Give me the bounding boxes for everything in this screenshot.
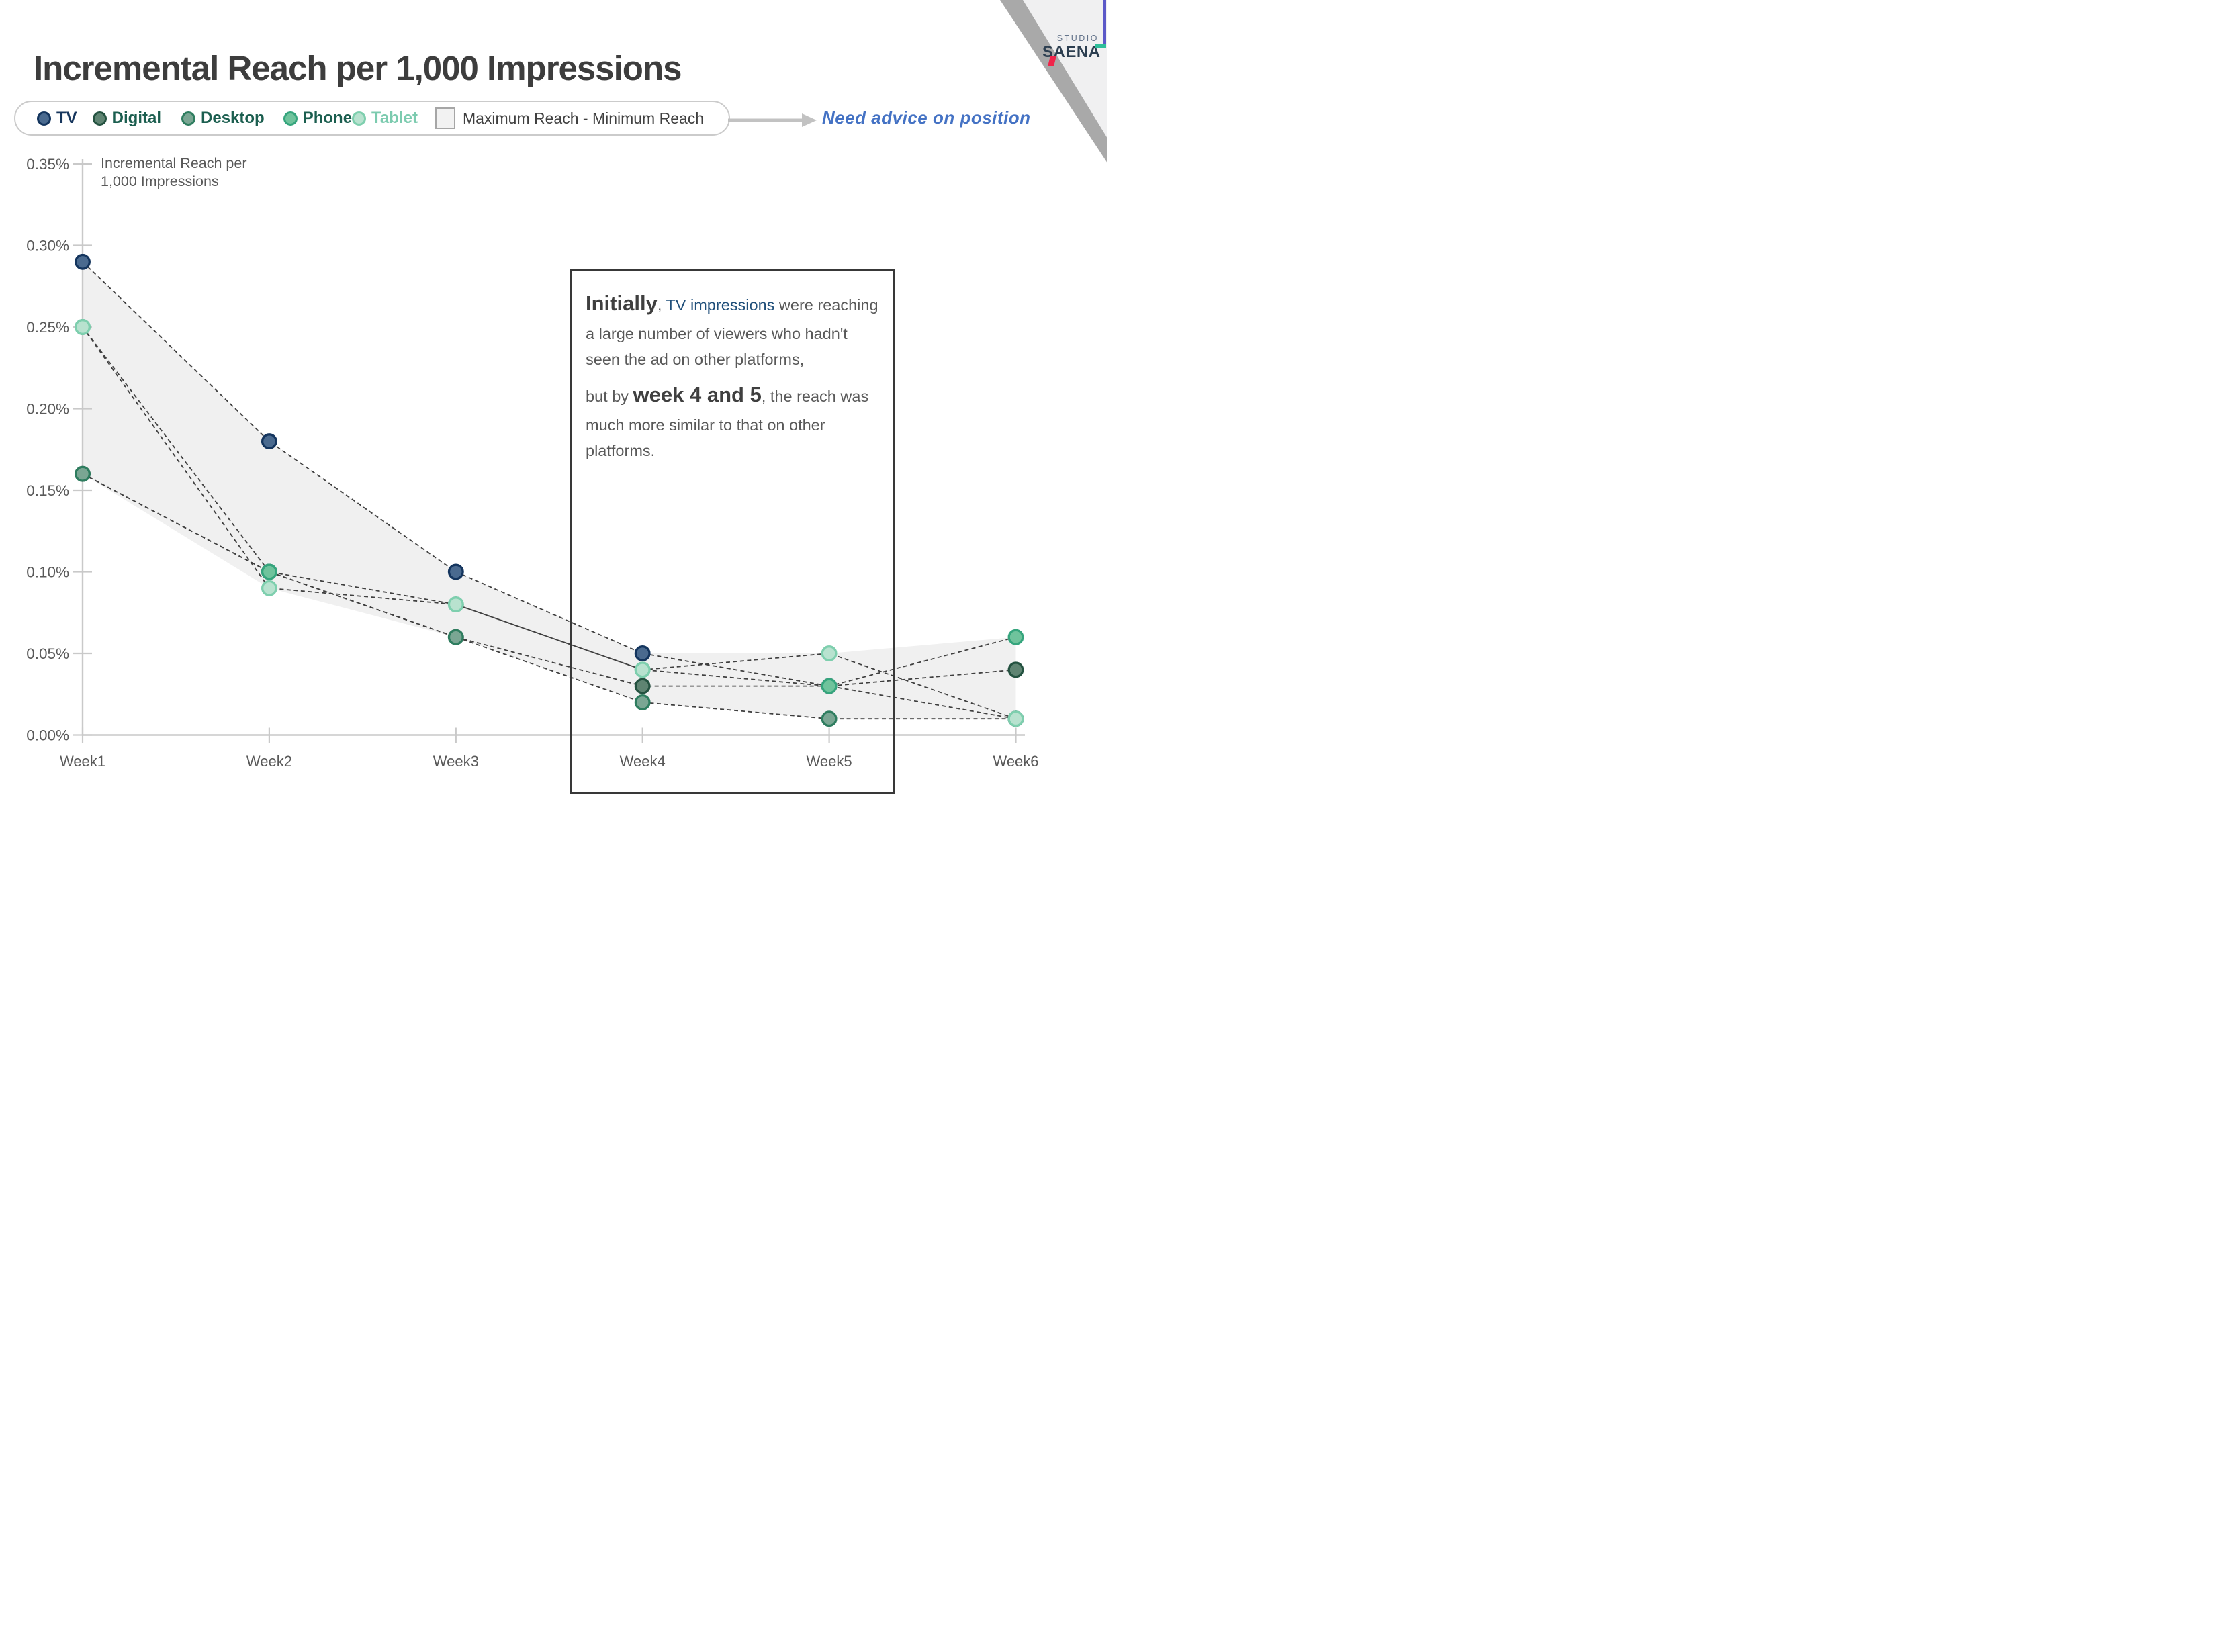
- point-tv-week4: [634, 645, 651, 661]
- logo-teal-accent: [1095, 44, 1106, 48]
- point-tv-week3: [447, 563, 464, 580]
- point-phone-week5: [821, 678, 838, 694]
- desktop-series-dot-icon: [181, 111, 196, 126]
- y-tick-label: 0.00%: [26, 727, 69, 744]
- point-tablet-week2: [261, 580, 277, 596]
- y-tick-label: 0.20%: [26, 401, 69, 418]
- annotation-run-big: Initially: [586, 291, 658, 315]
- point-phone-week6: [1007, 629, 1024, 645]
- legend-label: TV: [56, 109, 77, 127]
- series-line-tablet: [82, 326, 1016, 720]
- arrow-head-icon: [802, 113, 817, 127]
- x-tick-label: Week3: [433, 753, 479, 770]
- annotation-box: Initially, TV impressions were reaching …: [570, 269, 895, 794]
- series-line-digital: [82, 473, 1016, 687]
- point-desktop-week1: [75, 465, 91, 482]
- max-min-band-area: [83, 261, 1016, 719]
- x-tick-label: Week4: [620, 753, 666, 770]
- annotation-run-normal: were reaching a large number of viewers …: [586, 296, 878, 369]
- annotation-run-normal: , the reach was much more similar to tha…: [586, 387, 869, 460]
- point-phone-week2: [261, 563, 277, 580]
- legend-item-desktop: Desktop: [181, 109, 265, 128]
- band-swatch-icon: [435, 107, 455, 129]
- tablet-series-dot-icon: [352, 111, 367, 126]
- annotation-paragraph-1: Initially, TV impressions were reaching …: [586, 287, 880, 373]
- y-tick-label: 0.30%: [26, 238, 69, 255]
- x-tick-label: Week1: [60, 753, 105, 770]
- position-note: Need advice on position: [822, 107, 1031, 128]
- y-tick-label: 0.05%: [26, 645, 69, 662]
- legend-item-max-min-band: Maximum Reach - Minimum Reach: [435, 107, 704, 129]
- point-tablet-week6: [1007, 710, 1024, 727]
- x-tick-label: Week5: [807, 753, 852, 770]
- y-tick-label: 0.10%: [26, 564, 69, 581]
- x-tick-label: Week2: [246, 753, 292, 770]
- fold-shadow-band: [1000, 0, 1108, 163]
- annotation-run-normal: but by: [586, 387, 633, 405]
- phone-series-dot-icon: [283, 111, 298, 126]
- legend-label: Digital: [111, 109, 162, 127]
- y-axis-title: 1,000 Impressions: [101, 173, 219, 189]
- legend-item-tablet: Tablet: [352, 109, 418, 128]
- point-tablet-week4: [634, 661, 651, 678]
- annotation-run-big: week 4 and 5: [633, 382, 762, 406]
- legend-item-digital: Digital: [92, 109, 162, 128]
- point-digital-week4: [634, 678, 651, 694]
- legend-label: Maximum Reach - Minimum Reach: [462, 109, 705, 127]
- page-title: Incremental Reach per 1,000 Impressions: [34, 49, 682, 87]
- y-tick-label: 0.35%: [26, 156, 69, 173]
- legend-label: Phone: [302, 109, 353, 127]
- point-tv-week2: [261, 433, 277, 450]
- series-line-tv: [82, 261, 1016, 720]
- point-tablet-week5: [821, 645, 838, 661]
- legend: TV Digital Desktop Phone Tablet Maximum Reach…: [14, 101, 730, 136]
- legend-label: Tablet: [371, 109, 418, 127]
- y-axis-title: Incremental Reach per: [101, 155, 247, 171]
- point-digital-week6: [1007, 661, 1024, 678]
- x-tick-label: Week6: [993, 753, 1038, 770]
- annotation-run-normal: ,: [657, 296, 666, 314]
- annotation-arrow: [728, 113, 817, 127]
- annotation-paragraph-2: but by week 4 and 5, the reach was much …: [586, 378, 880, 464]
- incremental-reach-line-chart: 0.35% 0.30% 0.25% 0.20% 0.15% 0.10% 0.05% 0.00%…: [26, 155, 1038, 770]
- legend-item-tv: TV: [37, 109, 77, 128]
- digital-series-dot-icon: [92, 111, 107, 126]
- point-tablet-week3: [447, 596, 464, 613]
- legend-item-phone: Phone: [283, 109, 352, 128]
- y-tick-label: 0.25%: [26, 319, 69, 336]
- legend-label: Desktop: [201, 109, 265, 127]
- annotation-run-tv: TV impressions: [666, 296, 775, 314]
- point-tv-week1: [75, 253, 91, 270]
- page-fold-decoration: [1000, 0, 1108, 163]
- point-desktop-week3: [447, 629, 464, 645]
- logo-purple-bar: [1103, 0, 1106, 46]
- point-desktop-week4: [634, 694, 651, 710]
- slide: 0.35% 0.30% 0.25% 0.20% 0.15% 0.10% 0.05% 0.00%…: [0, 0, 1108, 826]
- point-desktop-week5: [821, 710, 838, 727]
- tv-series-dot-icon: [37, 111, 51, 126]
- logo-studio-text: STUDIO: [1056, 34, 1099, 43]
- point-tablet-week1: [75, 319, 91, 335]
- y-tick-label: 0.15%: [26, 482, 69, 499]
